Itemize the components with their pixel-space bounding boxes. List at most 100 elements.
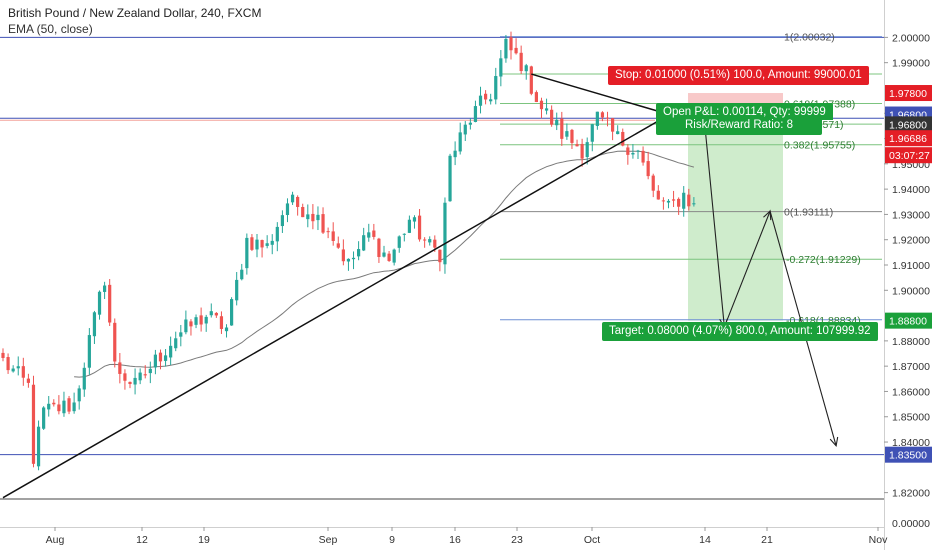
candle-body [255, 239, 259, 250]
candle-body [484, 93, 488, 100]
target-zone [688, 118, 783, 321]
candle-body [113, 322, 117, 362]
time-tick-label: 19 [198, 534, 210, 546]
candle-body [626, 147, 630, 155]
price-tick-label: 1.93000 [892, 209, 930, 221]
price-tag [885, 147, 932, 164]
candle-body [67, 398, 71, 412]
candle-body [631, 153, 635, 155]
price-tick-label: 1.88000 [892, 336, 930, 348]
fib-level-label: 1(2.00032) [784, 32, 835, 44]
resistance-trendline [531, 73, 664, 114]
candle-body [52, 402, 56, 405]
price-tag-label: 1.83500 [889, 450, 927, 462]
candle-body [321, 214, 325, 233]
candle-body [453, 150, 457, 158]
price-tick-label: 2.00000 [892, 32, 930, 44]
candle-body [62, 400, 66, 414]
price-axis[interactable]: 2.000001.990001.970001.960001.950001.940… [884, 0, 932, 550]
candle-body [250, 237, 254, 250]
candle-body [245, 237, 249, 269]
candle-body [560, 118, 564, 139]
candle-body [621, 131, 625, 146]
candle-body [285, 203, 290, 216]
candle-body [367, 232, 371, 238]
price-tag-label: 03:07:27 [889, 150, 930, 162]
candle-body [280, 215, 284, 227]
candle-body [174, 338, 178, 349]
candle-body [108, 284, 112, 323]
candle-body [666, 200, 671, 203]
candle-body [219, 316, 224, 329]
candle-body [270, 240, 274, 245]
candle-body [372, 230, 376, 237]
candle-body [316, 214, 320, 221]
candle-body [346, 258, 351, 262]
candle-body [189, 321, 193, 327]
ema-50-line [74, 150, 695, 378]
candle-body [677, 198, 681, 207]
candle-body [42, 407, 46, 429]
candle-body [158, 352, 163, 362]
candle-body [21, 366, 25, 378]
indicator-legend: EMA (50, close) [8, 22, 93, 36]
candle-body [133, 377, 137, 385]
candle-body [357, 249, 361, 257]
price-tick-label: 1.82000 [892, 488, 930, 500]
candle-body [230, 299, 234, 326]
candle-body [82, 367, 86, 390]
support-trendline [2, 117, 664, 499]
open-pnl-label: Open P&L: 0.00114, Qty: 99999 [656, 103, 833, 120]
symbol-title: British Pound / New Zealand Dollar, 240,… [8, 6, 262, 20]
candle-body [636, 150, 640, 152]
time-tick-label: 16 [449, 534, 461, 546]
candle-body [224, 327, 229, 332]
candle-body [311, 213, 315, 222]
time-axis[interactable]: Aug 12 19 Sep 9 16 23 Oct 14 21 Nov [0, 527, 888, 546]
candle-body [575, 144, 579, 147]
candle-body [92, 312, 97, 337]
candle-body [489, 99, 493, 102]
candle-body [103, 285, 107, 292]
candle-body [87, 335, 91, 368]
price-tag-label: 1.97800 [889, 88, 927, 100]
candle-body [641, 150, 645, 163]
candle-body [417, 215, 422, 240]
candle-body [600, 112, 605, 118]
stop-label: Stop: 0.01000 (0.51%) 100.0, Amount: 990… [608, 66, 869, 85]
time-tick-label: 12 [136, 534, 148, 546]
price-tick-label: 1.90000 [892, 285, 930, 297]
candle-body [402, 233, 406, 235]
candle-body [682, 192, 686, 209]
time-tick-label: Aug [46, 534, 65, 546]
candle-body [687, 194, 691, 207]
price-tag-label: 1.96800 [889, 119, 927, 131]
candle-body [118, 362, 122, 374]
candle-body [331, 231, 335, 241]
fib-level-label: -0.272(1.91229) [786, 254, 861, 266]
price-tag-label: 1.88800 [889, 316, 927, 328]
time-tick-label: Nov [869, 534, 888, 546]
candle-body [499, 58, 503, 77]
candle-body [47, 403, 51, 410]
candle-body [290, 194, 295, 203]
candle-body [443, 202, 447, 265]
candle-body [529, 66, 533, 94]
candle-body [605, 117, 610, 119]
price-tag [885, 130, 932, 147]
candle-body [534, 92, 538, 103]
price-tick-label: 1.99000 [892, 58, 930, 70]
candle-body [570, 129, 574, 143]
time-tick-label: Sep [319, 534, 338, 546]
candle-body [539, 100, 544, 110]
price-tag [885, 116, 932, 133]
candle-body [265, 243, 269, 246]
candle-body [580, 143, 584, 159]
candle-body [26, 378, 30, 383]
candle-body [336, 243, 340, 248]
candle-body [204, 316, 208, 324]
price-tick-label: 1.86000 [892, 386, 930, 398]
price-tick-label: 1.84000 [892, 437, 930, 449]
candle-body [646, 161, 650, 177]
